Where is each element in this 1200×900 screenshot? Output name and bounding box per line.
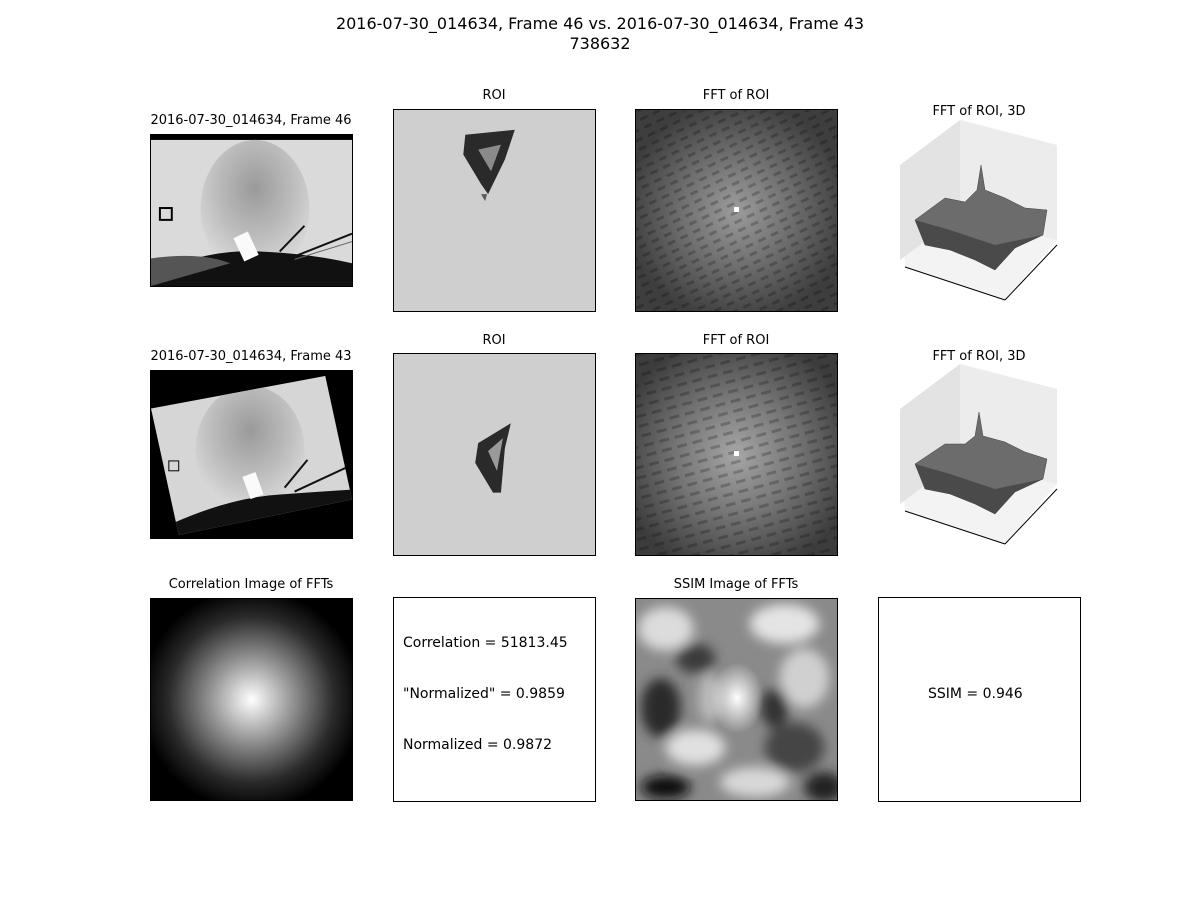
ssim-text-panel: SSIM = 0.946 (878, 597, 1081, 802)
correlation-value: Correlation = 51813.45 (403, 635, 568, 651)
ssim-value: SSIM = 0.946 (928, 686, 1023, 702)
frame46-title: 2016-07-30_014634, Frame 46 (150, 113, 352, 128)
figure-title-line1: 2016-07-30_014634, Frame 46 vs. 2016-07-… (335, 14, 865, 33)
normalized-value: Normalized = 0.9872 (403, 737, 553, 753)
quoted-normalized-value: "Normalized" = 0.9859 (403, 686, 565, 702)
fft3d-title-row1: FFT of ROI, 3D (932, 104, 1026, 119)
roi-title-row1: ROI (482, 88, 506, 103)
fft3d-plot-row1 (895, 120, 1065, 305)
fft3d-plot-row2 (895, 364, 1065, 549)
fft-image-row2 (635, 353, 838, 556)
correlation-image-title: Correlation Image of FFTs (168, 577, 334, 592)
fft3d-title-row2: FFT of ROI, 3D (932, 349, 1026, 364)
fft-title-row2: FFT of ROI (702, 333, 770, 348)
fft-image-row1 (635, 109, 838, 312)
correlation-image (150, 598, 353, 801)
figure-title-line2: 738632 (569, 34, 631, 53)
ssim-image (635, 598, 838, 801)
figure-title: 2016-07-30_014634, Frame 46 vs. 2016-07-… (0, 14, 1200, 54)
roi-title-row2: ROI (482, 333, 506, 348)
fft-title-row1: FFT of ROI (702, 88, 770, 103)
roi-image-row2 (393, 353, 596, 556)
correlation-text-panel: Correlation = 51813.45 "Normalized" = 0.… (393, 597, 596, 802)
ssim-image-title: SSIM Image of FFTs (673, 577, 799, 592)
frame43-image (150, 370, 353, 539)
frame43-title: 2016-07-30_014634, Frame 43 (150, 349, 352, 364)
roi-image-row1 (393, 109, 596, 312)
frame46-image (150, 134, 353, 287)
